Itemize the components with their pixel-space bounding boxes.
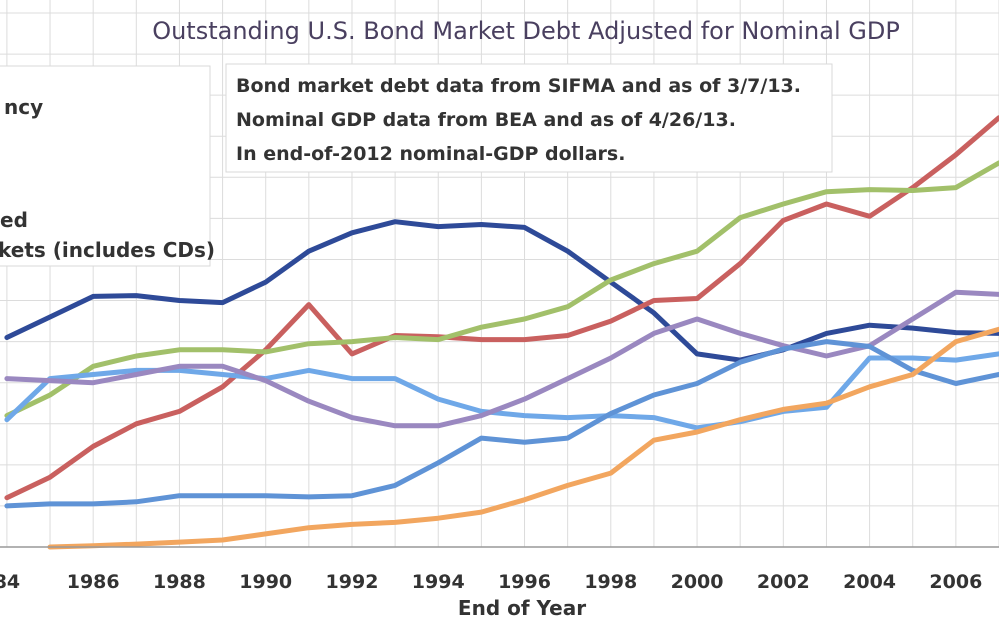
legend-label-money-markets: kets (includes CDs): [0, 238, 215, 262]
x-tick-label-1994: 1994: [412, 571, 465, 593]
x-tick-label-2004: 2004: [843, 571, 896, 593]
annotation-line-3: In end-of-2012 nominal-GDP dollars.: [236, 143, 625, 165]
legend-frame: [0, 65, 211, 267]
legend-box: ncy ed kets (includes CDs): [0, 65, 215, 267]
series-line-purple: [4, 289, 999, 429]
x-tick-label-1986: 1986: [67, 571, 120, 593]
annotation-frame: [225, 63, 833, 173]
x-tick-label-1992: 1992: [326, 571, 379, 593]
series-line-orange: [47, 326, 999, 550]
chart-title: Outstanding U.S. Bond Market Debt Adjust…: [152, 17, 900, 45]
legend-label-agency: ncy: [4, 95, 43, 119]
x-tick-label-84: 84: [0, 571, 20, 593]
annotation-line-1: Bond market debt data from SIFMA and as …: [236, 75, 801, 97]
x-tick-label-1996: 1996: [498, 571, 551, 593]
x-tick-label-1990: 1990: [239, 571, 292, 593]
x-tick-label-1998: 1998: [584, 571, 637, 593]
series-line-medium-blue: [4, 339, 999, 509]
legend-label-asset-backed: ed: [0, 208, 28, 232]
series-line-dark-blue: [4, 219, 999, 363]
x-tick-label-2000: 2000: [671, 571, 724, 593]
series-lines: [4, 115, 999, 550]
series-line-green: [4, 160, 999, 419]
annotation-line-2: Nominal GDP data from BEA and as of 4/26…: [236, 109, 736, 131]
x-tick-label-2006: 2006: [929, 571, 982, 593]
x-tick-label-1988: 1988: [153, 571, 206, 593]
x-axis-ticks: 84 1986 1988 1990 1992 1994 1996 1998 2000 2002 20…: [0, 571, 982, 593]
x-axis-title: End of Year: [458, 596, 586, 620]
series-line-red: [4, 115, 999, 501]
x-tick-label-2002: 2002: [757, 571, 810, 593]
annotation-box: Bond market debt data from SIFMA and as …: [225, 63, 833, 173]
